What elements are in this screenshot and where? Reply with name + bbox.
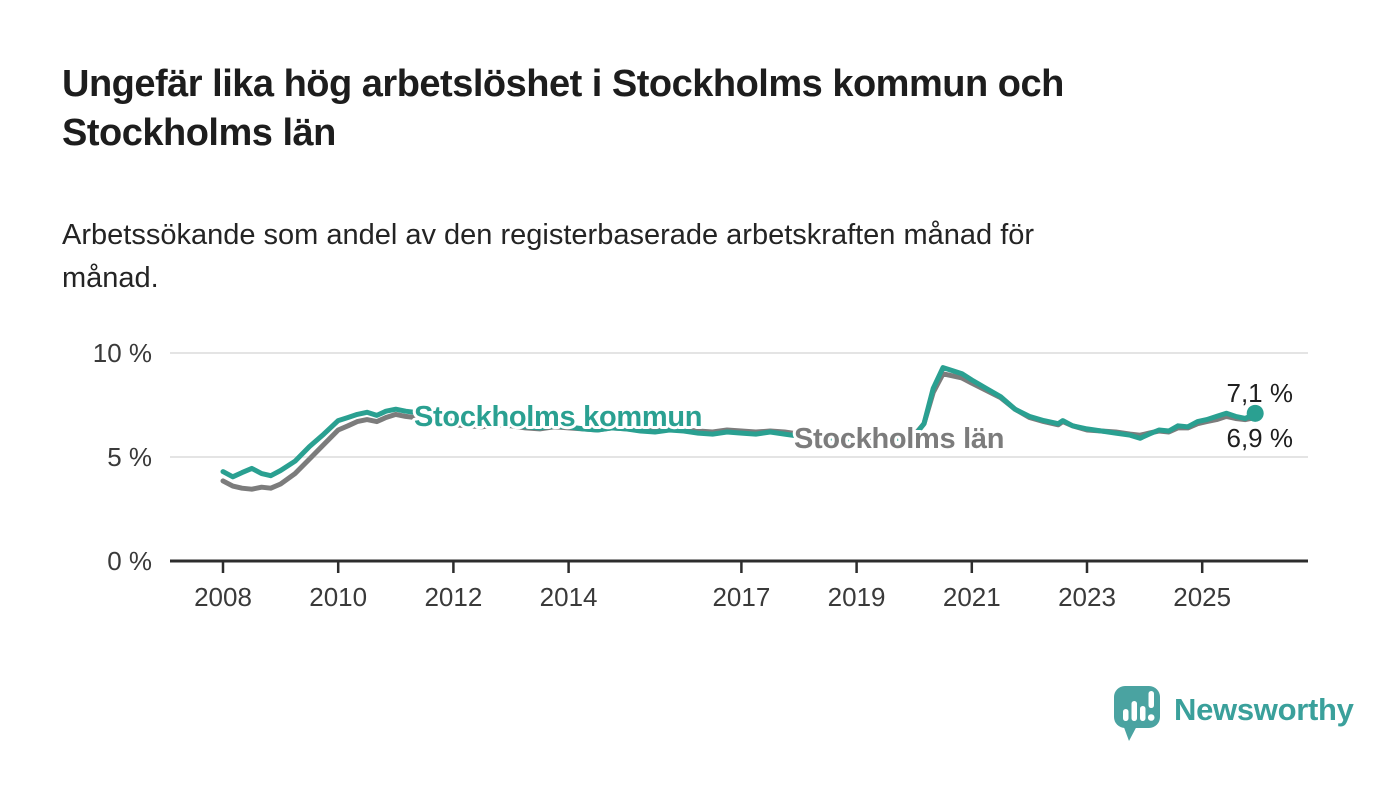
series-label-stockholms-kommun: Stockholms kommun [414,401,702,433]
title-line-1: Ungefär lika hög arbetslöshet i Stockhol… [62,63,1064,105]
title-line-2: Stockholms län [62,112,336,154]
unemployment-chart: 0 % 5 % 10 % 2008 2010 2012 2014 2017 2019 2021 20… [93,338,1308,612]
chart-subtitle: Arbetssökande som andel av den registerb… [62,214,1342,300]
y-tick-label: 5 % [107,442,152,472]
newsworthy-logo: Newsworthy [1114,686,1354,746]
x-tick-label: 2019 [828,582,886,612]
x-tick-label: 2023 [1058,582,1116,612]
x-tick-label: 2017 [712,582,770,612]
series-end-dot [1246,404,1264,422]
x-tick-label: 2010 [309,582,367,612]
series-line-stockholms-kommun [220,365,1258,480]
end-value-label: 7,1 % [1227,378,1294,408]
y-tick-label: 0 % [107,546,152,576]
x-tick-label: 2014 [540,582,598,612]
subtitle-line-1: Arbetssökande som andel av den registerb… [62,219,1035,251]
x-tick-label: 2012 [424,582,482,612]
chart-area: 0 % 5 % 10 % 2008 2010 2012 2014 2017 2019 2021 20… [0,330,1400,620]
newsworthy-speech-bubble-icon [1114,686,1160,741]
end-value-label: 6,9 % [1227,423,1294,453]
x-tick-label: 2021 [943,582,1001,612]
x-tick-label: 2008 [194,582,252,612]
subtitle-line-2: månad. [62,262,159,294]
page-title: Ungefär lika hög arbetslöshet i Stockhol… [62,60,1342,158]
series-label-stockholms-län: Stockholms län [794,423,1004,455]
newsworthy-logo-text: Newsworthy [1174,692,1354,727]
x-tick-label: 2025 [1173,582,1231,612]
y-tick-label: 10 % [93,338,152,368]
